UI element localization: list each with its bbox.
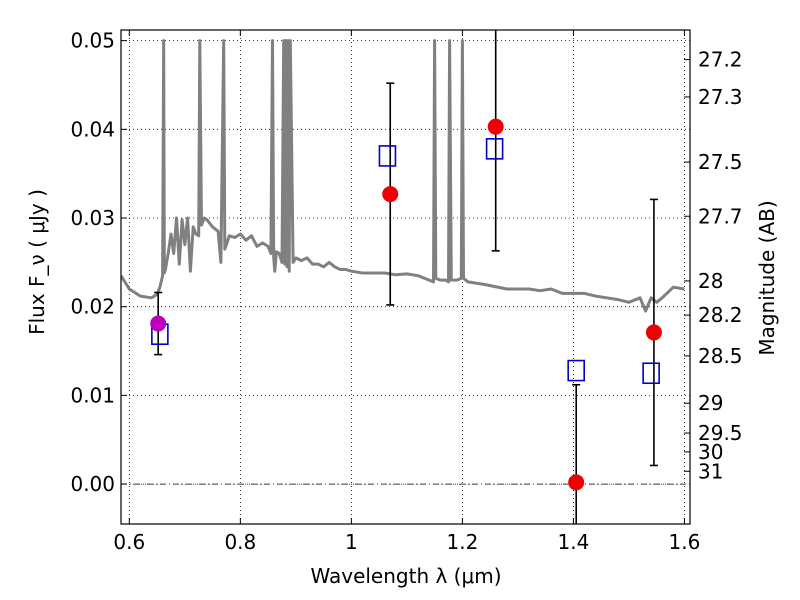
magnitude-tick-label: 27.5 bbox=[698, 150, 743, 174]
plot-frame bbox=[120, 29, 691, 525]
magnitude-tick-label: 30 bbox=[698, 440, 723, 464]
x-tick-label: 0.6 bbox=[113, 530, 145, 554]
x-tick-label: 1 bbox=[345, 530, 358, 554]
y2-axis-title: Magnitude (AB) bbox=[755, 200, 779, 355]
circle-marker bbox=[645, 324, 662, 341]
x-tick-label: 1.4 bbox=[558, 530, 590, 554]
magnitude-tick-label: 27.3 bbox=[698, 85, 743, 109]
square-markers bbox=[151, 138, 660, 385]
magnitude-tick-label: 28.5 bbox=[698, 344, 743, 368]
x-axis-title: Wavelength λ (μm) bbox=[310, 564, 501, 588]
square-marker bbox=[567, 359, 586, 382]
y-tick-labels: 0.00 0.01 0.02 0.03 0.04 0.05 bbox=[70, 29, 115, 496]
spectrum-line bbox=[121, 39, 685, 313]
circle-marker bbox=[150, 315, 167, 332]
model-spectrum bbox=[121, 39, 685, 313]
magnitude-tick-label: 27.7 bbox=[698, 204, 743, 228]
x-tick-labels: 0.6 0.8 1 1.2 1.4 1.6 bbox=[113, 530, 700, 554]
magnitude-tick-label: 29.5 bbox=[698, 421, 743, 445]
magnitude-tick-label: 28.2 bbox=[698, 303, 743, 327]
x-tick-label: 1.2 bbox=[446, 530, 478, 554]
square-marker bbox=[485, 138, 504, 160]
y-tick-label: 0.00 bbox=[70, 472, 115, 496]
error-bars bbox=[154, 30, 658, 524]
circle-marker bbox=[568, 474, 585, 491]
y-tick-label: 0.04 bbox=[70, 117, 115, 141]
magnitude-tick-label: 31 bbox=[698, 459, 723, 483]
y-axis-title: Flux F_ν ( μJy ) bbox=[25, 189, 49, 335]
circle-markers bbox=[150, 118, 662, 491]
square-marker bbox=[378, 145, 397, 167]
circle-marker bbox=[487, 118, 504, 135]
axis-ticks bbox=[121, 30, 690, 524]
x-tick-label: 0.8 bbox=[224, 530, 256, 554]
magnitude-tick-label: 29 bbox=[698, 391, 723, 415]
magnitude-tick-label: 28 bbox=[698, 269, 723, 293]
magnitude-tick-label: 27.2 bbox=[698, 48, 743, 72]
square-marker bbox=[642, 362, 660, 385]
y-tick-label: 0.01 bbox=[70, 383, 115, 407]
y-tick-label: 0.05 bbox=[70, 29, 115, 53]
y-tick-label: 0.02 bbox=[70, 295, 115, 319]
y-tick-label: 0.03 bbox=[70, 206, 115, 230]
circle-marker bbox=[382, 186, 399, 203]
grid-lines bbox=[121, 30, 690, 524]
x-tick-label: 1.6 bbox=[669, 530, 701, 554]
